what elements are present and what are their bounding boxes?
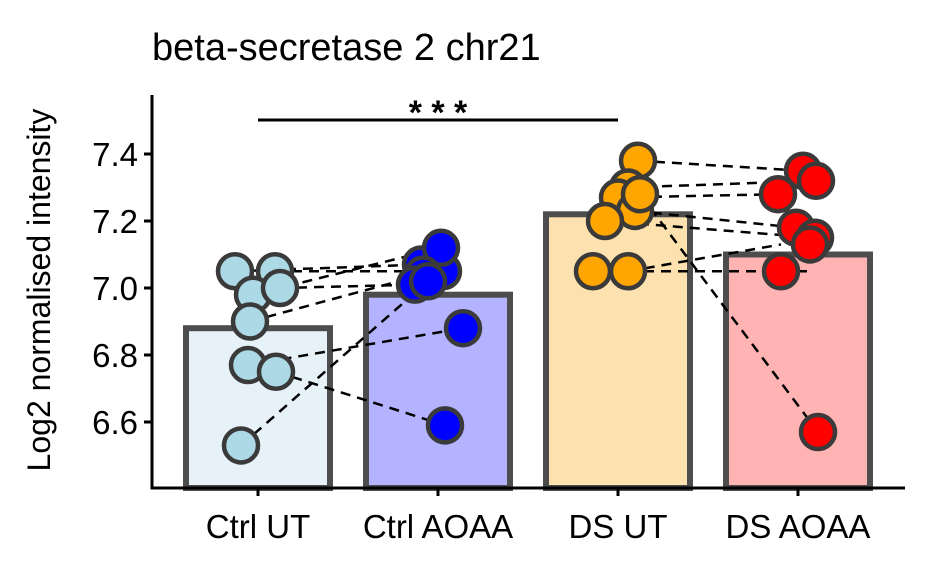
pair-line [240, 280, 429, 447]
data-point [443, 308, 483, 348]
y-axis-label: Log2 normalised intensity [21, 109, 57, 472]
data-point [260, 268, 300, 308]
pair-line [279, 283, 416, 290]
axes-group: 6.6 6.8 7.0 7.2 7.4 Ctrl UT Ctrl AOAA DS UT DS A… [92, 95, 905, 545]
pair-line [249, 273, 424, 323]
chart-title: beta-secretase 2 chr21 [152, 27, 541, 69]
pair-line [637, 159, 804, 172]
data-point [608, 252, 648, 291]
data-point [585, 201, 625, 241]
bars-group [183, 211, 873, 492]
y-tick-label: 6.8 [92, 337, 138, 374]
pair-line [275, 370, 446, 427]
x-tick-label: Ctrl UT [206, 508, 310, 545]
bar-ctrl-aoaa [363, 291, 513, 492]
data-point [573, 252, 613, 291]
pair-line [234, 263, 422, 273]
data-point [221, 426, 261, 465]
pair-line [638, 193, 820, 433]
data-point [425, 406, 465, 445]
x-tick-label: DS AOAA [726, 508, 871, 545]
significance-group: * * * [258, 94, 618, 132]
y-tick-label: 7.0 [92, 270, 138, 307]
bar-ds-aoaa [723, 251, 873, 491]
x-tick-label: Ctrl AOAA [363, 508, 513, 545]
y-tick-label: 7.4 [92, 136, 138, 173]
data-point [421, 228, 461, 268]
points-group [215, 141, 838, 465]
data-point [408, 262, 448, 301]
x-tick-label: DS UT [569, 508, 668, 545]
y-tick-label: 6.6 [92, 404, 138, 441]
data-point [790, 225, 830, 264]
y-tick-label: 7.2 [92, 203, 138, 240]
data-point [758, 174, 798, 214]
data-point [796, 161, 836, 201]
significance-label: * * * [409, 94, 468, 132]
pair-line [634, 209, 797, 229]
data-point [761, 252, 801, 291]
data-point [230, 302, 270, 341]
data-point [256, 352, 296, 391]
data-point [620, 174, 660, 214]
data-point [798, 412, 838, 452]
pair-line [627, 243, 782, 273]
